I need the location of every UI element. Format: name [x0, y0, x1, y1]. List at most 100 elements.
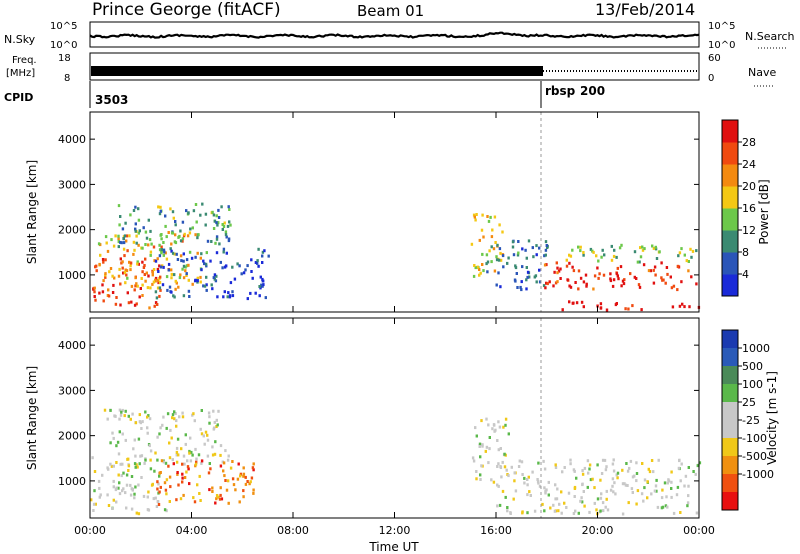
data-cell	[603, 253, 606, 257]
data-cell	[209, 467, 212, 471]
nsearch-bottom-tick: 10^0	[708, 40, 735, 51]
data-cell	[211, 210, 214, 214]
data-cell	[670, 495, 673, 499]
data-cell	[117, 452, 121, 456]
data-cell	[526, 275, 529, 279]
data-cell	[582, 490, 585, 493]
cpid-value-2-number: 200	[580, 84, 605, 98]
data-cell	[217, 216, 221, 219]
colorbar-swatch	[722, 348, 738, 367]
data-cell	[128, 234, 131, 238]
data-cell	[472, 459, 476, 463]
velocity-colorbar-tick-label: -1000	[742, 468, 774, 481]
data-cell	[680, 247, 683, 251]
data-cell	[244, 482, 248, 486]
data-cell	[689, 247, 692, 251]
data-cell	[181, 415, 185, 419]
data-cell	[486, 260, 490, 264]
data-cell	[635, 277, 638, 280]
data-cell	[165, 426, 168, 430]
y-tick-label: 2000	[58, 430, 86, 443]
data-cell	[121, 432, 124, 436]
data-cell	[130, 507, 134, 511]
data-cell	[129, 213, 132, 217]
data-cell	[111, 291, 115, 294]
data-cell	[501, 460, 504, 464]
data-cell	[222, 250, 225, 254]
data-cell	[144, 279, 147, 283]
data-cell	[470, 242, 474, 246]
data-cell	[535, 244, 538, 248]
data-cell	[545, 244, 548, 247]
data-cell	[125, 239, 128, 243]
data-cell	[140, 427, 143, 430]
data-cell	[134, 276, 137, 280]
data-cell	[117, 237, 120, 241]
data-cell	[133, 462, 137, 466]
data-cell	[584, 273, 588, 277]
data-cell	[95, 264, 98, 268]
data-cell	[660, 506, 664, 510]
data-cell	[151, 270, 154, 274]
data-cell	[101, 290, 105, 294]
data-cell	[156, 435, 159, 439]
data-cell	[246, 297, 249, 301]
data-cell	[678, 304, 682, 308]
data-cell	[92, 502, 96, 506]
data-cell	[138, 229, 141, 233]
data-cell	[259, 275, 262, 279]
data-cell	[538, 246, 541, 250]
data-cell	[106, 493, 109, 497]
data-cell	[119, 215, 122, 218]
data-cell	[498, 247, 502, 251]
data-cell	[186, 234, 190, 238]
data-cell	[605, 489, 608, 493]
data-cell	[652, 246, 656, 250]
data-cell	[175, 498, 178, 502]
data-cell	[107, 504, 111, 507]
data-cell	[126, 276, 129, 280]
data-cell	[491, 427, 494, 431]
data-cell	[194, 255, 197, 259]
data-cell	[181, 462, 184, 466]
data-cell	[160, 237, 163, 241]
data-cell	[168, 441, 171, 445]
data-cell	[126, 249, 129, 253]
data-cell	[688, 305, 691, 309]
data-cell	[565, 258, 568, 262]
data-cell	[137, 231, 140, 235]
velocity-colorbar-tick-label: 100	[742, 378, 763, 391]
data-cell	[126, 291, 129, 295]
data-cell	[604, 468, 608, 472]
data-cell	[191, 226, 194, 230]
data-cell	[190, 256, 194, 260]
data-cell	[93, 286, 96, 290]
data-cell	[194, 464, 197, 468]
data-cell	[204, 430, 208, 434]
data-cell	[609, 272, 612, 276]
data-cell	[657, 458, 660, 462]
data-cell	[164, 214, 167, 218]
data-cell	[159, 275, 162, 279]
data-cell	[666, 505, 669, 509]
data-cell	[203, 262, 206, 266]
data-cell	[515, 272, 518, 275]
data-cell	[121, 266, 124, 270]
data-cell	[218, 242, 221, 246]
data-cell	[493, 429, 496, 433]
data-cell	[670, 480, 673, 484]
data-cell	[225, 488, 229, 492]
data-cell	[170, 276, 173, 280]
data-cell	[615, 272, 619, 276]
data-cell	[179, 229, 182, 233]
data-cell	[97, 479, 101, 483]
data-cell	[143, 273, 146, 276]
data-cell	[654, 484, 658, 488]
data-cell	[219, 486, 222, 490]
nave-top-tick: 60	[708, 53, 721, 64]
data-cell	[597, 276, 600, 280]
data-cell	[168, 475, 172, 479]
data-cell	[552, 503, 555, 507]
data-cell	[229, 223, 232, 227]
